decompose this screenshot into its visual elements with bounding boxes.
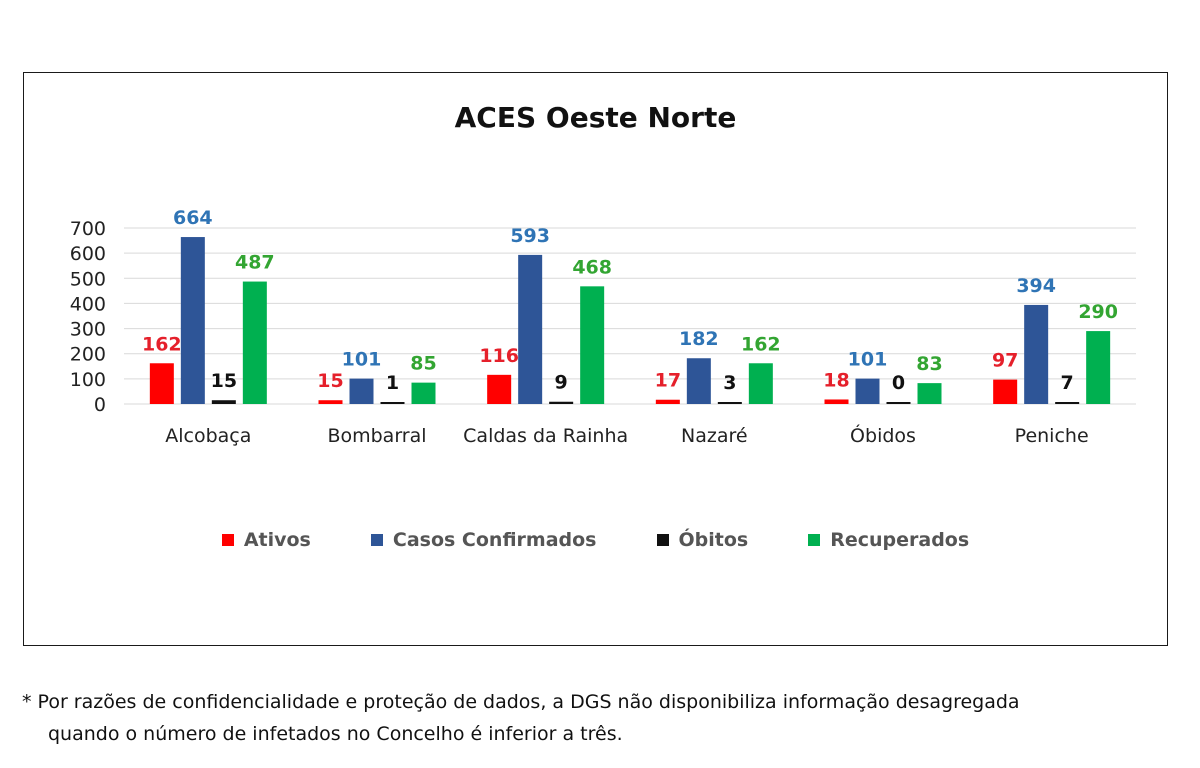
data-label: 182 bbox=[679, 328, 719, 350]
chart-title: ACES Oeste Norte bbox=[454, 101, 737, 134]
bar-casos-confirmados bbox=[349, 378, 374, 404]
data-label: 15 bbox=[211, 370, 237, 392]
legend-swatch-recuperados bbox=[808, 534, 821, 546]
bar-ativos bbox=[655, 399, 680, 404]
bar-casos-confirmados bbox=[686, 358, 711, 404]
bar-óbitos bbox=[717, 402, 742, 404]
data-label: 162 bbox=[142, 333, 182, 355]
y-tick-label: 100 bbox=[70, 369, 106, 391]
x-category-label: Bombarral bbox=[327, 425, 426, 447]
data-label: 3 bbox=[723, 372, 736, 394]
footnote: * Por razões de confidencialidade e prot… bbox=[22, 686, 1182, 750]
footnote-line-1: * Por razões de confidencialidade e prot… bbox=[22, 691, 1020, 713]
bar-ativos bbox=[149, 363, 174, 404]
bar-recuperados bbox=[580, 286, 605, 404]
data-label: 290 bbox=[1078, 301, 1118, 323]
y-tick-label: 200 bbox=[70, 344, 106, 366]
bar-casos-confirmados bbox=[180, 237, 205, 404]
data-label: 101 bbox=[342, 349, 382, 371]
data-label: 0 bbox=[892, 372, 905, 394]
data-label: 101 bbox=[848, 349, 888, 371]
legend-label-casos-confirmados: Casos Confirmados bbox=[392, 529, 597, 551]
data-label: 17 bbox=[655, 370, 681, 392]
legend-label-ativos: Ativos bbox=[243, 529, 311, 551]
legend-swatch-obitos bbox=[656, 534, 669, 546]
data-label: 18 bbox=[823, 369, 849, 391]
bar-casos-confirmados bbox=[1024, 304, 1049, 404]
data-label: 85 bbox=[410, 353, 436, 375]
y-tick-label: 700 bbox=[70, 218, 106, 240]
data-label: 664 bbox=[173, 207, 213, 229]
data-label: 593 bbox=[510, 225, 550, 247]
y-tick-label: 500 bbox=[70, 268, 106, 290]
bar-ativos bbox=[487, 374, 512, 404]
legend-item-ativos: Ativos bbox=[221, 529, 311, 551]
data-label: 468 bbox=[572, 256, 612, 278]
bar-chart: 0 100 200 300 400 500 600 700 162 664 15 487 Alcobaç… bbox=[70, 207, 1136, 447]
legend-swatch-ativos bbox=[221, 534, 234, 546]
data-label: 1 bbox=[386, 372, 399, 394]
data-label: 162 bbox=[741, 333, 781, 355]
bar-óbitos bbox=[380, 402, 405, 404]
footnote-line-2: quando o número de infetados no Concelho… bbox=[48, 723, 623, 745]
bar-ativos bbox=[824, 399, 849, 404]
bar-óbitos bbox=[211, 400, 236, 404]
data-label: 487 bbox=[235, 252, 275, 274]
y-tick-label: 600 bbox=[70, 243, 106, 265]
x-category-label: Óbidos bbox=[850, 423, 916, 447]
x-category-label: Peniche bbox=[1015, 425, 1089, 447]
data-label: 9 bbox=[555, 372, 568, 394]
bar-casos-confirmados bbox=[518, 254, 543, 404]
bar-casos-confirmados bbox=[855, 378, 880, 404]
chart-frame: ACES Oeste Norte 0 100 200 300 400 500 600 700 1… bbox=[23, 72, 1168, 646]
legend-item-casos-confirmados: Casos Confirmados bbox=[370, 529, 597, 551]
data-label: 83 bbox=[916, 353, 942, 375]
data-label: 116 bbox=[479, 345, 519, 367]
bar-recuperados bbox=[242, 281, 267, 404]
bar-recuperados bbox=[748, 363, 773, 404]
bar-óbitos bbox=[1055, 402, 1080, 404]
chart-legend: Ativos Casos Confirmados Óbitos Recupera… bbox=[24, 529, 1167, 551]
legend-label-obitos: Óbitos bbox=[678, 529, 749, 551]
y-tick-label: 400 bbox=[70, 293, 106, 315]
bar-ativos bbox=[993, 379, 1018, 404]
legend-label-recuperados: Recuperados bbox=[830, 529, 970, 551]
data-label: 394 bbox=[1016, 275, 1056, 297]
bar-recuperados bbox=[411, 382, 436, 404]
y-tick-label: 0 bbox=[94, 394, 106, 416]
bar-óbitos bbox=[886, 402, 911, 404]
data-label: 97 bbox=[992, 350, 1018, 372]
bar-óbitos bbox=[549, 401, 574, 404]
legend-swatch-casos-confirmados bbox=[370, 534, 383, 546]
legend-item-recuperados: Recuperados bbox=[808, 529, 969, 551]
legend-item-obitos: Óbitos bbox=[656, 529, 749, 551]
x-category-label: Alcobaça bbox=[165, 425, 251, 447]
y-tick-label: 300 bbox=[70, 319, 106, 341]
bar-recuperados bbox=[1086, 331, 1111, 404]
bar-recuperados bbox=[917, 383, 942, 404]
x-category-label: Nazaré bbox=[681, 425, 748, 447]
data-label: 15 bbox=[317, 370, 343, 392]
bar-ativos bbox=[318, 400, 343, 404]
x-category-label: Caldas da Rainha bbox=[463, 425, 628, 447]
data-label: 7 bbox=[1061, 372, 1074, 394]
